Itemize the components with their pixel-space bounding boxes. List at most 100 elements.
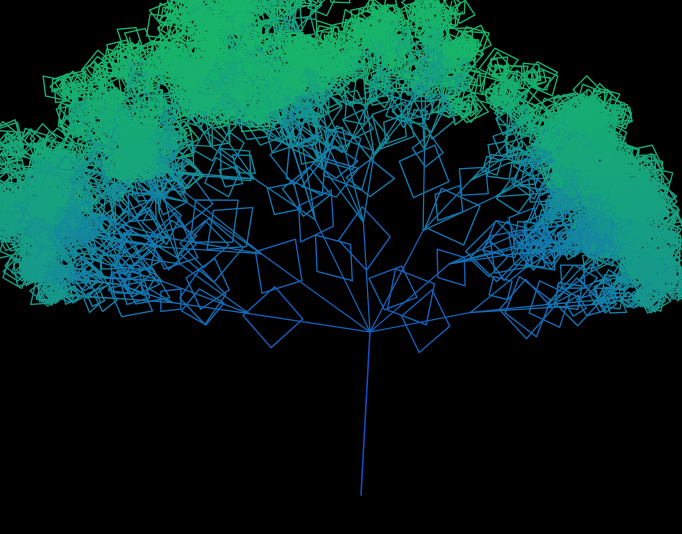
branch-segment [314,219,371,333]
branch-diamond [11,236,29,256]
branch-segment [168,246,262,255]
branch-segment [285,0,295,15]
branch-diamond [495,177,535,214]
branch-diamond [185,257,231,310]
branch-diamond [513,146,536,177]
branch-diamond [149,94,169,115]
branch-diamond [57,91,83,122]
branch-diamond [521,100,539,122]
branch-diamond [291,117,337,164]
branch-segment [322,167,365,223]
branch-segment [407,49,427,91]
branch-diamond [212,6,228,22]
branch-diamond [609,104,633,130]
branch-diamond [59,243,77,263]
branch-diamond [268,109,306,148]
branch-segment [434,51,449,70]
branch-diamond [22,258,42,279]
branch-diamond [88,215,132,260]
branch-diamond [415,0,441,20]
branch-diamond [522,62,542,82]
branch-diamond [0,156,10,175]
branch-diamond [368,78,388,100]
branch-segment [53,87,74,105]
branch-diamond [337,24,369,57]
branch-segment [202,24,226,29]
branch-diamond [54,266,69,282]
branch-segment [127,255,181,265]
branch-diamond [261,0,282,7]
branch-diamond [262,48,274,61]
branch-diamond [417,0,435,13]
branch-diamond [155,140,176,156]
branch-diamond [235,16,263,44]
branch-diamond [193,20,222,53]
branch-diamond [408,93,436,121]
branch-diamond [51,74,66,93]
branch-segment [154,168,175,173]
branch-diamond [235,0,251,11]
branch-diamond [479,67,508,107]
branch-segment [366,107,375,155]
branch-diamond [385,21,408,42]
branch-diamond [373,16,390,30]
branch-diamond [448,30,486,58]
branch-diamond [100,210,156,274]
branch-diamond [132,140,147,154]
branch-segment [310,0,312,14]
branch-segment [124,60,128,80]
branch-diamond [99,119,121,138]
branch-segment [420,95,426,151]
branch-segment [369,229,424,333]
branch-diamond [119,108,150,143]
branch-segment [19,226,53,231]
branch-diamond [419,92,456,140]
branch-segment [422,179,472,232]
branch-diamond [178,267,227,326]
branch-diamond [280,122,295,141]
branch-diamond [256,53,284,80]
branch-diamond [368,31,382,48]
branch-diamond [424,187,481,246]
branch-diamond [93,283,118,313]
branch-diamond [208,0,233,12]
branch-diamond [448,84,477,126]
branch-diamond [204,156,241,198]
branch-segment [118,106,128,127]
branch-diamond [412,8,424,23]
branch-diamond [102,48,132,81]
branch-diamond [66,270,91,293]
branch-segment [530,75,541,89]
branch-diamond [206,25,227,50]
branch-diamond [508,233,546,268]
branch-diamond [513,162,543,187]
branch-diamond [85,60,101,77]
branch-diamond [49,144,69,170]
branch-segment [343,89,368,109]
branch-diamond [189,109,205,125]
branch-segment [0,194,18,219]
branch-diamond [424,0,438,10]
branch-diamond [481,155,503,176]
branch-diamond [64,79,84,100]
branch-diamond [437,0,466,16]
branch-segment [193,113,212,148]
branch-diamond [307,0,313,2]
branch-segment [226,114,231,145]
branch-diamond [182,0,193,3]
branch-diamond [176,160,203,190]
branch-diamond [94,183,130,227]
branch-segment [185,192,262,255]
branch-segment [422,148,426,232]
branch-diamond [206,206,254,251]
branch-diamond [383,76,398,92]
branch-diamond [267,0,292,27]
branch-segment [0,228,6,231]
branch-diamond [478,47,519,82]
branch-segment [469,162,509,181]
branch-segment [71,103,88,133]
branch-segment [182,77,206,80]
branch-diamond [244,20,258,34]
branch-diamond [250,102,262,115]
